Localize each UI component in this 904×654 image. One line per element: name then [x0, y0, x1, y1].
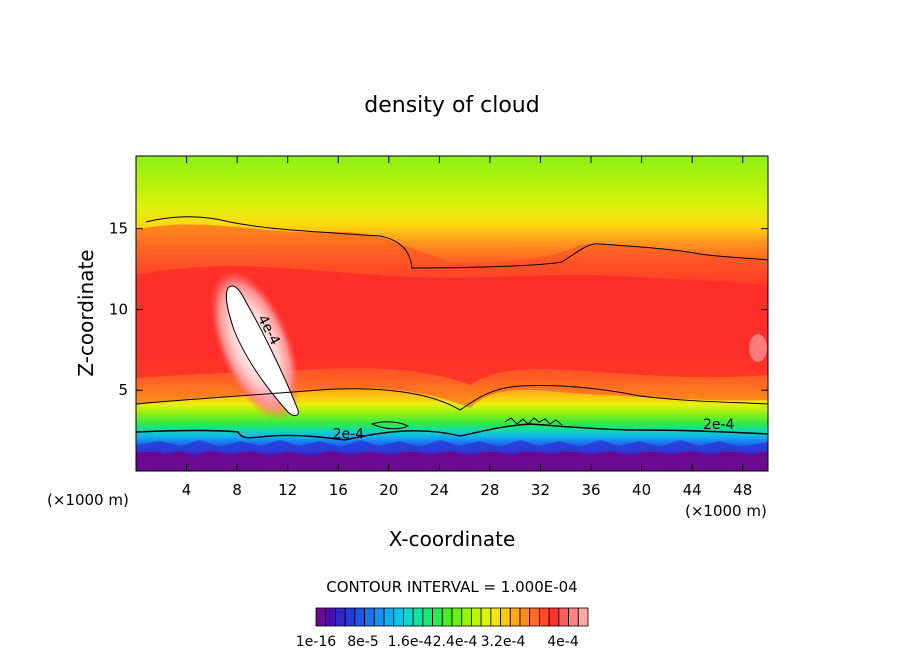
colorbar-swatch — [422, 607, 433, 627]
colorbar-swatch — [383, 607, 395, 627]
colorbar — [315, 607, 589, 627]
x-tick-label: 48 — [733, 481, 752, 499]
colorbar-swatch — [509, 607, 521, 627]
colorbar-swatch — [451, 607, 463, 627]
contour-interval: CONTOUR INTERVAL = 1.000E-04 — [326, 578, 577, 596]
x-unit-left: (×1000 m) — [47, 491, 129, 509]
x-tick-label: 32 — [531, 481, 550, 499]
x-axis: 4 8 12 16 20 24 28 32 36 40 44 48 — [182, 156, 752, 499]
y-tick-label: 15 — [109, 220, 128, 238]
colorbar-swatch — [577, 607, 589, 627]
x-tick-label: 44 — [683, 481, 702, 499]
colorbar-swatch — [480, 607, 492, 627]
y-tick-label: 5 — [118, 381, 128, 399]
colorbar-swatch — [354, 607, 365, 627]
colorbar-swatch — [441, 607, 453, 627]
x-tick-label: 4 — [182, 481, 192, 499]
colorbar-tick-label: 4e-4 — [547, 634, 579, 650]
y-axis: 5 10 15 — [109, 220, 768, 399]
x-unit-right: (×1000 m) — [685, 502, 767, 520]
colorbar-tick-label: 1.6e-4 — [388, 634, 433, 650]
colorbar-tick-label: 3.2e-4 — [481, 634, 526, 650]
colorbar-swatch — [344, 607, 356, 627]
colorbar-tick-label: 2.4e-4 — [433, 634, 478, 650]
plot-frame — [135, 155, 769, 472]
colorbar-tick-label: 8e-5 — [347, 634, 378, 650]
colorbar-swatch — [548, 607, 560, 627]
x-tick-label: 40 — [632, 481, 651, 499]
contour-label: 2e-4 — [703, 417, 735, 433]
y-tick-label: 10 — [109, 300, 128, 318]
colorbar-swatch — [558, 607, 569, 627]
colorbar-swatch — [335, 607, 346, 627]
colorbar-swatch — [471, 607, 482, 627]
x-tick-label: 20 — [379, 481, 398, 499]
colorbar-swatch — [539, 607, 550, 627]
x-tick-label: 36 — [581, 481, 600, 499]
x-tick-label: 12 — [278, 481, 297, 499]
colorbar-swatch — [519, 607, 531, 627]
x-tick-label: 8 — [232, 481, 242, 499]
colorbar-swatch — [403, 607, 414, 627]
x-tick-label: 16 — [329, 481, 348, 499]
colorbar-swatch — [325, 607, 336, 627]
colorbar-swatch — [315, 607, 327, 627]
chart-title: density of cloud — [364, 93, 539, 118]
colorbar-labels: 1e-16 8e-5 1.6e-4 2.4e-4 3.2e-4 4e-4 — [296, 634, 579, 650]
colorbar-swatch — [364, 607, 375, 627]
contour-label: 2e-4 — [333, 427, 365, 443]
colorbar-tick-label: 1e-16 — [296, 634, 336, 650]
colorbar-swatch — [500, 607, 511, 627]
x-axis-label: X-coordinate — [389, 527, 516, 551]
heatmap-field — [136, 156, 768, 471]
colorbar-swatch — [568, 607, 579, 627]
colorbar-swatch — [529, 607, 540, 627]
y-axis-label: Z-coordinate — [74, 249, 98, 376]
colorbar-swatch — [373, 607, 385, 627]
colorbar-swatch — [432, 607, 443, 627]
x-tick-label: 24 — [430, 481, 449, 499]
x-tick-label: 28 — [480, 481, 499, 499]
colorbar-swatch — [393, 607, 404, 627]
colorbar-swatch — [412, 607, 424, 627]
colorbar-swatch — [461, 607, 472, 627]
colorbar-swatch — [490, 607, 501, 627]
